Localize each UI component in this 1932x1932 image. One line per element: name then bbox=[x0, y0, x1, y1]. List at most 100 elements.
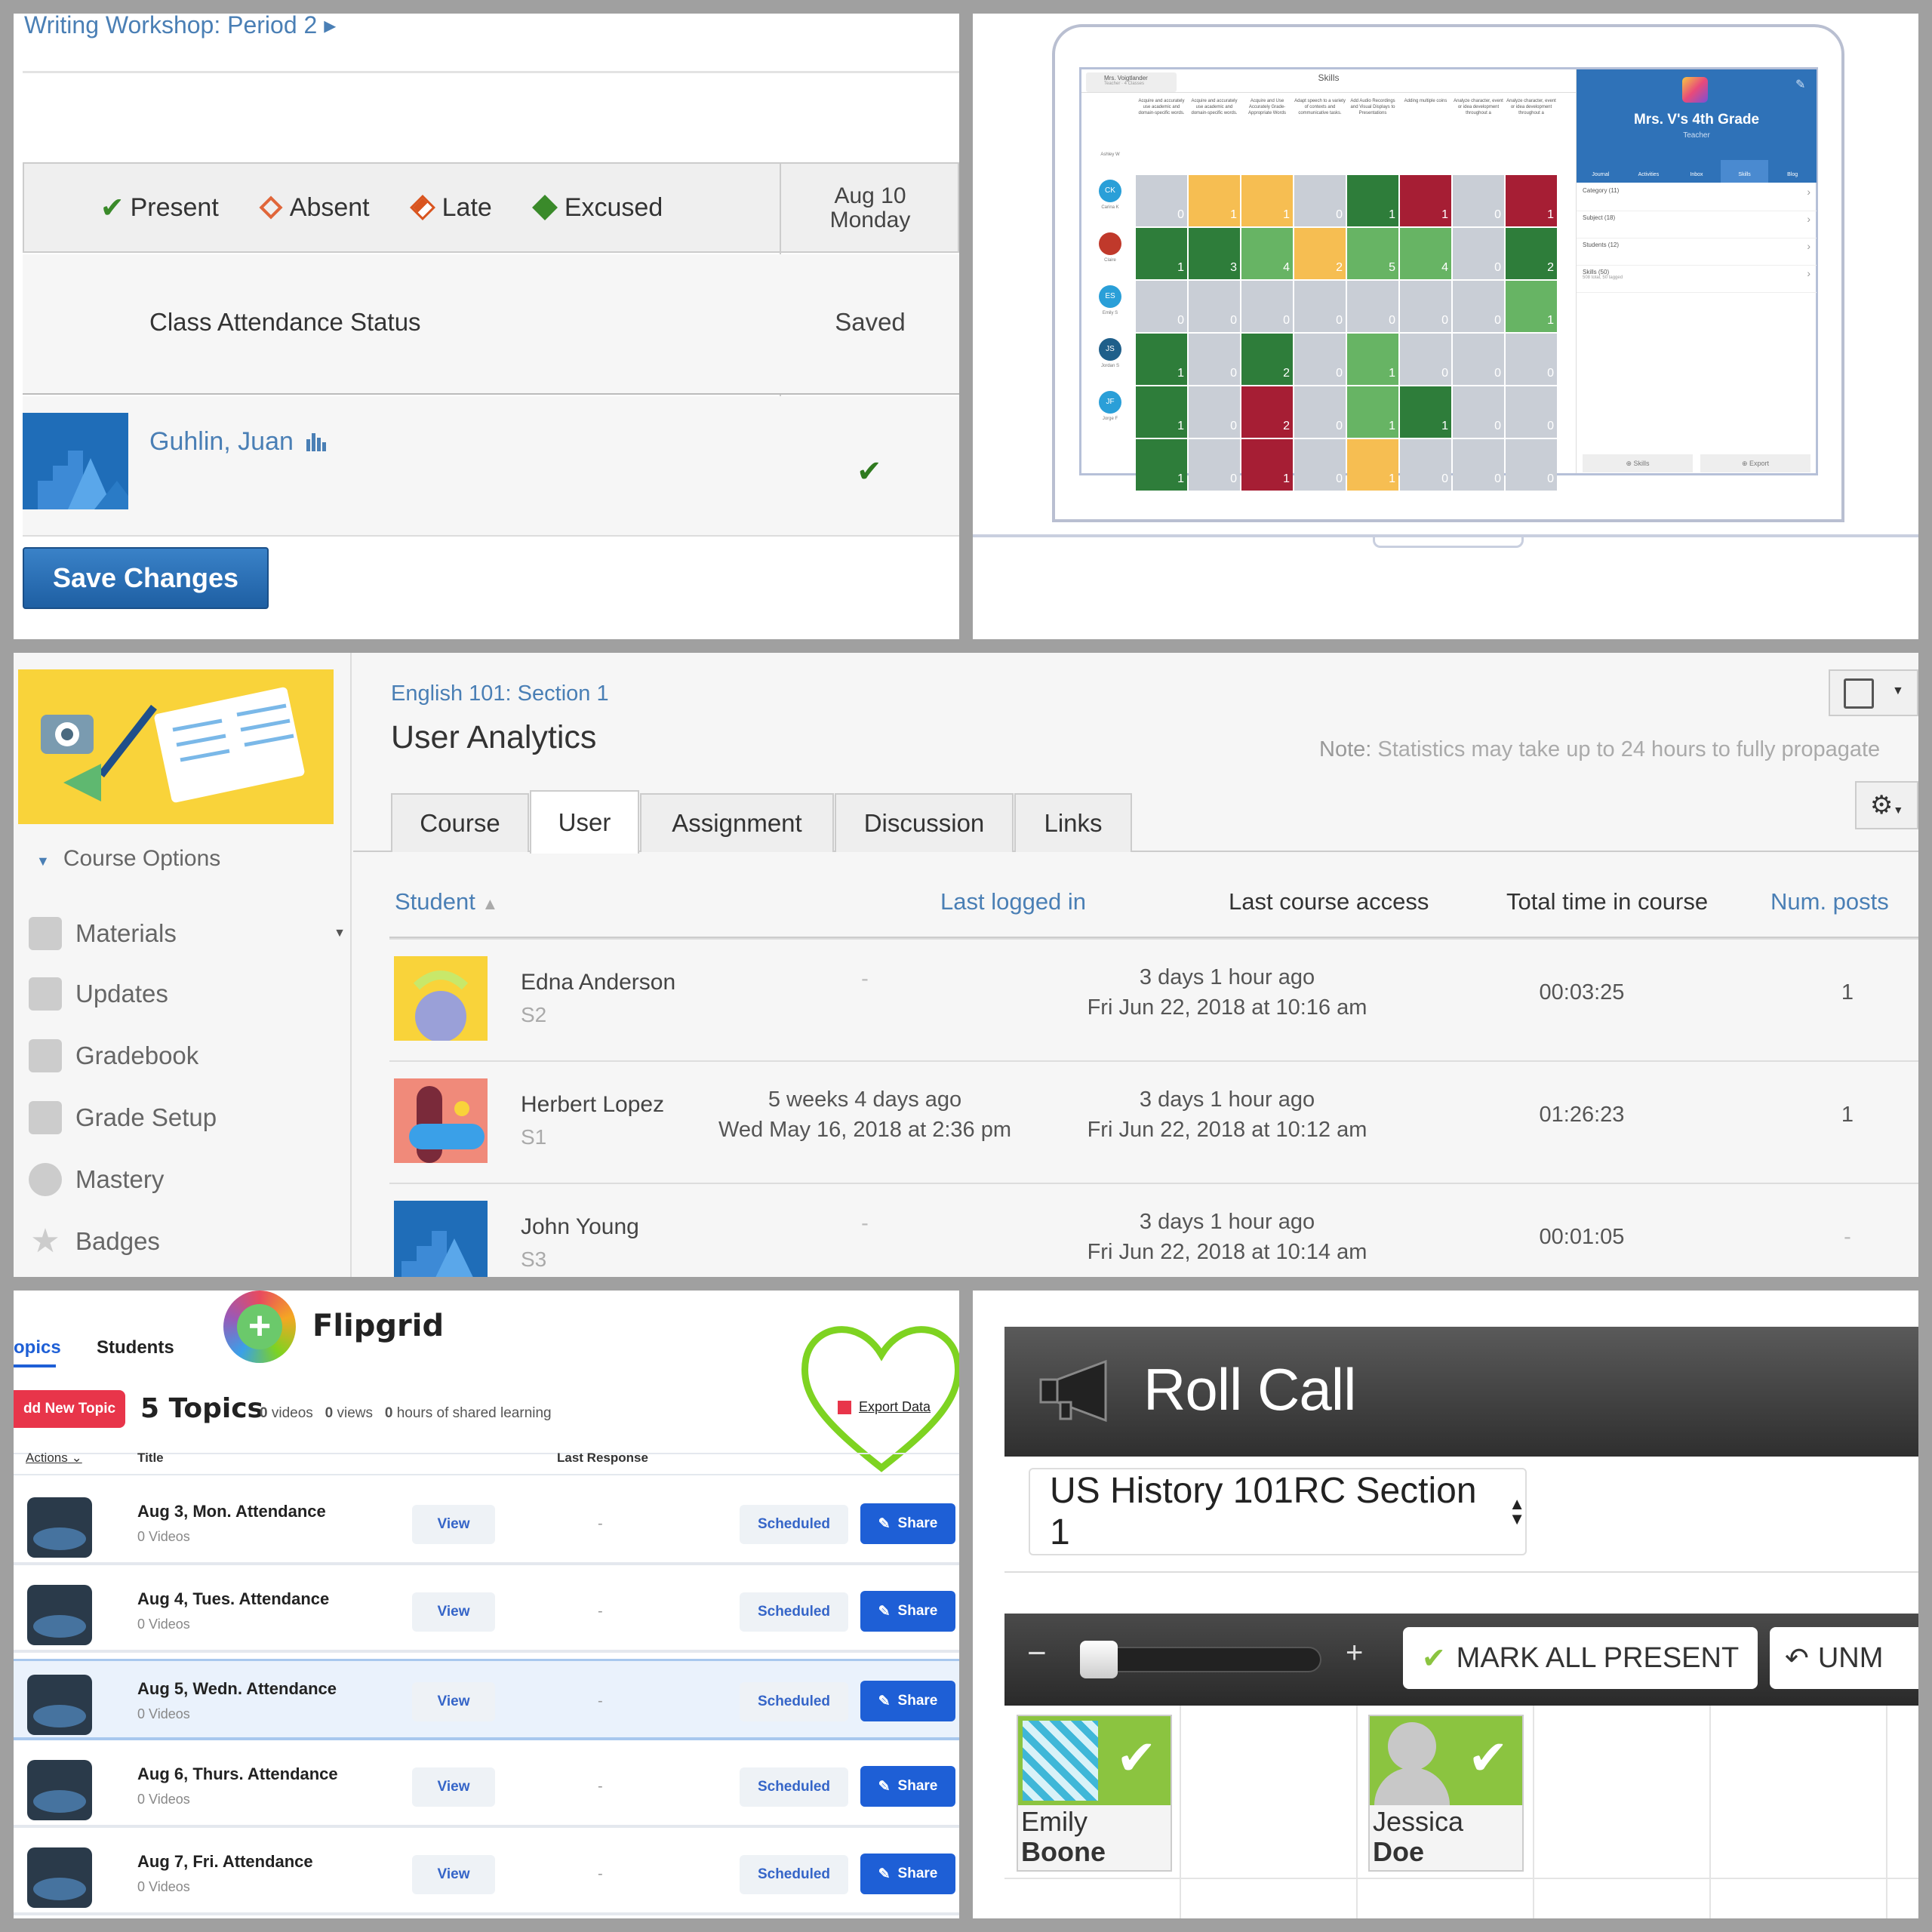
skills-footer-button[interactable]: ⊕ Skills bbox=[1583, 454, 1693, 472]
skill-score-cell[interactable]: 1 bbox=[1136, 439, 1187, 491]
student-cell[interactable]: ES Emily S bbox=[1088, 281, 1133, 332]
skill-score-cell[interactable]: 0 bbox=[1294, 334, 1346, 385]
notebook-menu-button[interactable]: ▼ bbox=[1829, 669, 1918, 716]
topic-thumbnail[interactable] bbox=[27, 1585, 92, 1645]
skill-score-cell[interactable]: 0 bbox=[1453, 386, 1504, 438]
skill-score-cell[interactable]: 0 bbox=[1400, 439, 1451, 491]
skill-score-cell[interactable]: 0 bbox=[1294, 439, 1346, 491]
select-arrows-icon[interactable]: ▲ ▼ bbox=[1509, 1494, 1525, 1528]
skill-header[interactable]: Acquire and accurately use academic and … bbox=[1138, 99, 1185, 115]
save-icon[interactable] bbox=[838, 1401, 851, 1415]
topic-title[interactable]: Aug 5, Wedn. Attendance bbox=[137, 1679, 337, 1698]
unmark-all-button[interactable]: ↶ UNM bbox=[1770, 1627, 1918, 1689]
skill-score-cell[interactable]: 3 bbox=[1189, 228, 1240, 279]
class-nav-item[interactable]: Inbox bbox=[1690, 172, 1703, 177]
sidebar-item-materials[interactable]: Materials ▼ bbox=[29, 917, 346, 950]
present-check-icon[interactable]: ✔ bbox=[857, 455, 882, 488]
topic-row[interactable]: Aug 4, Tues. Attendance 0 Videos View - … bbox=[14, 1571, 959, 1653]
scheduled-button[interactable]: Scheduled bbox=[740, 1855, 848, 1894]
skill-header[interactable]: Add Audio Recordings and Visual Displays… bbox=[1350, 99, 1395, 115]
topic-thumbnail[interactable] bbox=[27, 1847, 92, 1908]
skill-score-cell[interactable]: 1 bbox=[1136, 228, 1187, 279]
class-menu-item[interactable]: Subject (18) › bbox=[1577, 211, 1817, 238]
skill-score-cell[interactable]: 2 bbox=[1294, 228, 1346, 279]
notebook-icon[interactable] bbox=[1844, 678, 1874, 709]
breadcrumb[interactable]: Writing Workshop: Period 2 ▸ bbox=[24, 14, 337, 38]
mark-all-present-button[interactable]: ✔ MARK ALL PRESENT bbox=[1403, 1627, 1758, 1689]
skill-score-cell[interactable]: 2 bbox=[1506, 228, 1557, 279]
topic-row[interactable]: Aug 5, Wedn. Attendance 0 Videos View - … bbox=[14, 1659, 959, 1740]
column-num-posts[interactable]: Num. posts bbox=[1770, 888, 1889, 915]
topic-title[interactable]: Aug 6, Thurs. Attendance bbox=[137, 1764, 338, 1783]
topic-row[interactable]: Aug 7, Fri. Attendance 0 Videos View - S… bbox=[14, 1834, 959, 1915]
class-nav-item[interactable]: Activities bbox=[1638, 172, 1660, 177]
actions-menu[interactable]: Actions ⌄ bbox=[26, 1451, 82, 1465]
skill-score-cell[interactable]: 0 bbox=[1189, 281, 1240, 332]
student-card[interactable]: ✔ Emily Boone bbox=[1017, 1715, 1172, 1872]
view-button[interactable]: View bbox=[412, 1767, 495, 1807]
topic-title[interactable]: Aug 4, Tues. Attendance bbox=[137, 1589, 330, 1608]
skill-score-cell[interactable]: 0 bbox=[1189, 439, 1240, 491]
student-cell[interactable]: JS Jordan S bbox=[1088, 334, 1133, 385]
student-card[interactable]: ✔ Jessica Doe bbox=[1368, 1715, 1524, 1872]
student-cell[interactable]: JF Jorge F bbox=[1088, 386, 1133, 438]
view-button[interactable]: View bbox=[412, 1682, 495, 1721]
sidebar-item-gradebook[interactable]: Gradebook bbox=[29, 1039, 198, 1072]
skill-score-cell[interactable]: 0 bbox=[1294, 175, 1346, 226]
add-new-topic-button[interactable]: dd New Topic bbox=[14, 1390, 125, 1428]
tab-discussion[interactable]: Discussion bbox=[835, 793, 1014, 852]
topic-thumbnail[interactable] bbox=[27, 1760, 92, 1820]
skill-score-cell[interactable]: 0 bbox=[1189, 334, 1240, 385]
class-menu-item[interactable]: Students (12) › bbox=[1577, 238, 1817, 266]
skill-header[interactable]: Acquire and Use Accurately Grade-Appropr… bbox=[1248, 99, 1286, 115]
student-cell[interactable]: Claire bbox=[1088, 228, 1133, 279]
skill-score-cell[interactable]: 1 bbox=[1241, 175, 1293, 226]
chevron-right-icon[interactable]: › bbox=[1807, 186, 1810, 198]
topic-title[interactable]: Aug 7, Fri. Attendance bbox=[137, 1852, 313, 1871]
skill-header[interactable]: Acquire and accurately use academic and … bbox=[1191, 99, 1238, 115]
settings-gear-button[interactable]: ⚙▼ bbox=[1855, 781, 1918, 829]
skill-score-cell[interactable]: 1 bbox=[1136, 334, 1187, 385]
tab-assignment[interactable]: Assignment bbox=[640, 793, 834, 852]
skill-score-cell[interactable]: 0 bbox=[1189, 386, 1240, 438]
skill-score-cell[interactable]: 0 bbox=[1453, 334, 1504, 385]
class-menu-item[interactable]: Skills (50) 508 total, 50 tagged › bbox=[1577, 266, 1817, 293]
column-student[interactable]: Student ▲ bbox=[395, 888, 499, 915]
export-data-link[interactable]: Export Data bbox=[838, 1399, 931, 1415]
skill-score-cell[interactable]: 1 bbox=[1241, 439, 1293, 491]
pencil-icon[interactable]: ✎ bbox=[878, 1693, 891, 1709]
skill-score-cell[interactable]: 1 bbox=[1347, 175, 1398, 226]
tab-course[interactable]: Course bbox=[391, 793, 529, 852]
class-nav-item[interactable]: Journal bbox=[1592, 172, 1610, 177]
skill-score-cell[interactable]: 2 bbox=[1241, 386, 1293, 438]
skill-score-cell[interactable]: 0 bbox=[1241, 281, 1293, 332]
share-button[interactable]: ✎ Share bbox=[860, 1591, 955, 1632]
section-select[interactable]: US History 101RC Section 1 ▲ ▼ bbox=[1029, 1468, 1527, 1555]
pencil-icon[interactable]: ✎ bbox=[878, 1603, 891, 1620]
skill-score-cell[interactable]: 1 bbox=[1189, 175, 1240, 226]
share-button[interactable]: ✎ Share bbox=[860, 1854, 955, 1894]
class-nav-item[interactable]: Blog bbox=[1787, 172, 1798, 177]
skill-score-cell[interactable]: 0 bbox=[1453, 175, 1504, 226]
tab-students[interactable]: Students bbox=[97, 1337, 174, 1358]
pencil-icon[interactable]: ✎ bbox=[878, 1515, 891, 1532]
skill-score-cell[interactable]: 0 bbox=[1347, 281, 1398, 332]
skill-score-cell[interactable]: 0 bbox=[1294, 281, 1346, 332]
skill-score-cell[interactable]: 1 bbox=[1400, 175, 1451, 226]
topic-title[interactable]: Aug 3, Mon. Attendance bbox=[137, 1502, 326, 1521]
chevron-right-icon[interactable]: › bbox=[1807, 213, 1810, 225]
view-button[interactable]: View bbox=[412, 1855, 495, 1894]
skill-header[interactable]: Adapt speech to a variety of contexts an… bbox=[1294, 99, 1346, 115]
sidebar-item-updates[interactable]: Updates bbox=[29, 977, 168, 1011]
sort-up-icon[interactable]: ▲ bbox=[481, 894, 499, 913]
course-options-toggle[interactable]: ▼ Course Options bbox=[36, 846, 221, 871]
skill-score-cell[interactable]: 5 bbox=[1347, 228, 1398, 279]
topic-row[interactable]: Aug 3, Mon. Attendance 0 Videos View - S… bbox=[14, 1484, 959, 1565]
skill-score-cell[interactable]: 1 bbox=[1347, 334, 1398, 385]
course-breadcrumb[interactable]: English 101: Section 1 bbox=[391, 681, 609, 706]
student-cell[interactable]: Ashley W bbox=[1088, 122, 1133, 174]
sidebar-item-mastery[interactable]: Mastery bbox=[29, 1163, 164, 1196]
view-button[interactable]: View bbox=[412, 1592, 495, 1632]
skill-header[interactable]: Adding multiple coins bbox=[1404, 99, 1447, 103]
skill-score-cell[interactable]: 1 bbox=[1347, 386, 1398, 438]
